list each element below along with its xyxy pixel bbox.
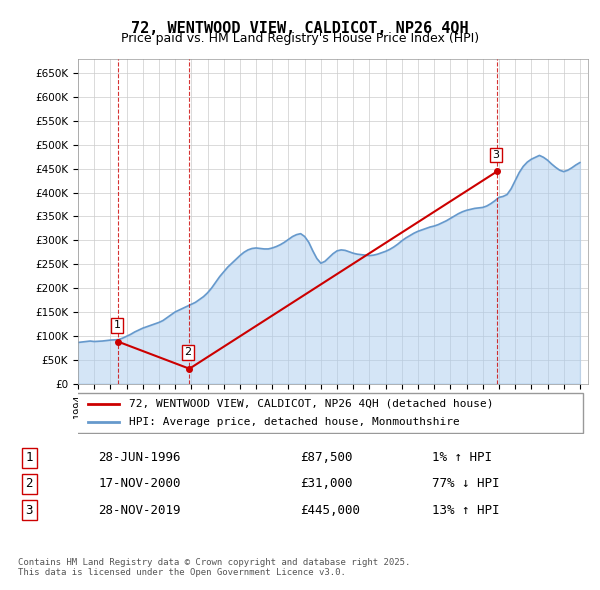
Text: 28-JUN-1996: 28-JUN-1996 [98,451,181,464]
Text: 3: 3 [26,504,33,517]
Text: £87,500: £87,500 [300,451,353,464]
FancyBboxPatch shape [73,393,583,433]
Text: 72, WENTWOOD VIEW, CALDICOT, NP26 4QH (detached house): 72, WENTWOOD VIEW, CALDICOT, NP26 4QH (d… [129,399,493,409]
Text: 2: 2 [26,477,33,490]
Text: £445,000: £445,000 [300,504,360,517]
Text: 13% ↑ HPI: 13% ↑ HPI [433,504,500,517]
Text: 77% ↓ HPI: 77% ↓ HPI [433,477,500,490]
Text: Price paid vs. HM Land Registry's House Price Index (HPI): Price paid vs. HM Land Registry's House … [121,32,479,45]
Text: 17-NOV-2000: 17-NOV-2000 [98,477,181,490]
Text: 28-NOV-2019: 28-NOV-2019 [98,504,181,517]
Text: 72, WENTWOOD VIEW, CALDICOT, NP26 4QH: 72, WENTWOOD VIEW, CALDICOT, NP26 4QH [131,21,469,35]
Text: HPI: Average price, detached house, Monmouthshire: HPI: Average price, detached house, Monm… [129,417,460,427]
Text: 1: 1 [113,320,121,330]
Text: 3: 3 [493,150,500,160]
Text: 1% ↑ HPI: 1% ↑ HPI [433,451,493,464]
Text: 2: 2 [185,348,191,358]
Text: £31,000: £31,000 [300,477,353,490]
Text: 1: 1 [26,451,33,464]
Text: Contains HM Land Registry data © Crown copyright and database right 2025.
This d: Contains HM Land Registry data © Crown c… [18,558,410,577]
